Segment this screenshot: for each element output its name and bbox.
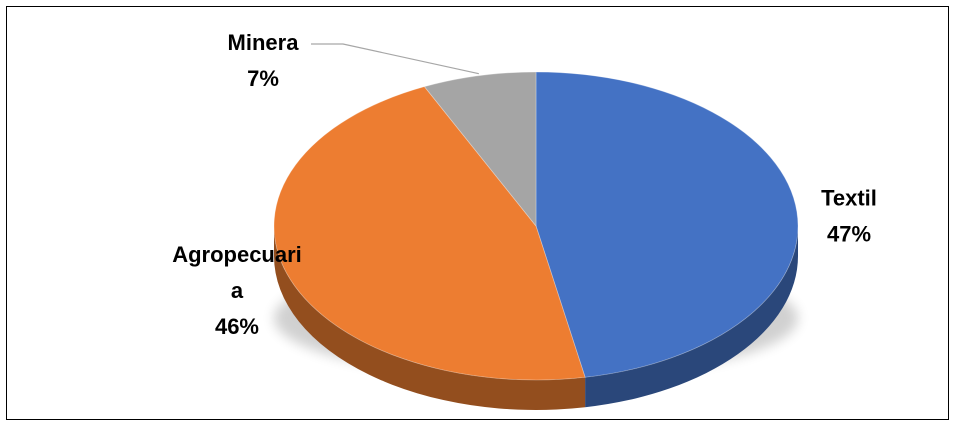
pie-slice-minera (423, 71, 537, 228)
pie-side-agropecuaria (274, 226, 586, 410)
pie-leader-lines (311, 43, 479, 75)
slice-label-textil: Textil 47% (821, 186, 877, 247)
slice-name-minera: Minera (228, 30, 300, 55)
slice-name-agropecuaria: a (231, 278, 244, 303)
slice-name-textil: Textil (821, 186, 877, 211)
leader-line-minera (311, 43, 479, 75)
slice-label-agropecuaria: Agropecuari a 46% (172, 242, 302, 339)
slice-percent-agropecuaria: 46% (215, 314, 259, 339)
pie-labels: Textil 47% Agropecuari a 46% Minera 7% (172, 30, 877, 339)
pie-tops (273, 71, 799, 381)
pie-slice-agropecuaria (273, 86, 586, 381)
slice-percent-minera: 7% (247, 66, 279, 91)
slice-name-agropecuaria: Agropecuari (172, 242, 302, 267)
slice-percent-textil: 47% (827, 222, 871, 247)
pie-slice-textil (535, 71, 799, 378)
slice-label-minera: Minera 7% (228, 30, 300, 91)
pie-side-textil (585, 226, 798, 408)
pie-sides (274, 226, 798, 410)
